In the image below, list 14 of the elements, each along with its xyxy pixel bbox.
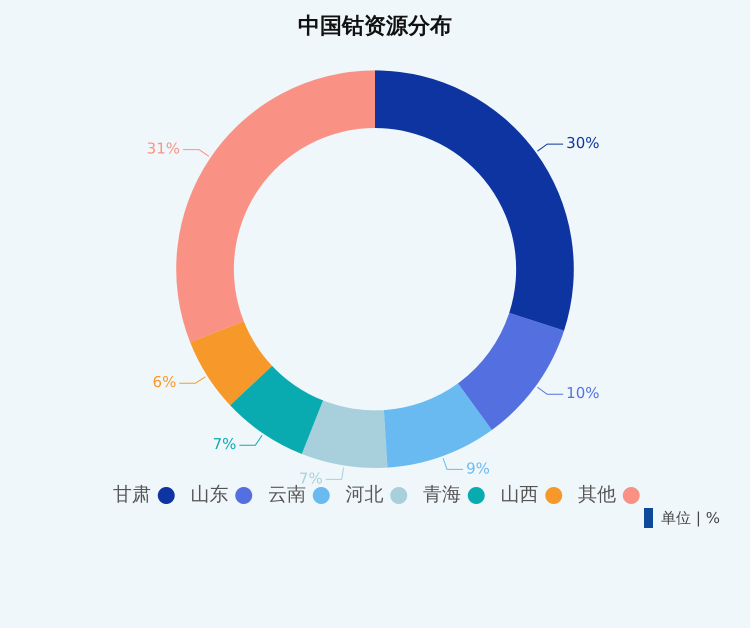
legend-label: 山东 (190, 483, 228, 506)
data-label: 30% (566, 134, 600, 152)
legend-label: 青海 (422, 483, 461, 506)
data-label: 9% (466, 459, 490, 478)
data-label: 10% (566, 384, 600, 402)
data-label: 31% (146, 139, 180, 158)
chart-title: 中国钴资源分布 (298, 14, 452, 39)
legend-label: 河北 (345, 483, 384, 506)
legend-label: 其他 (578, 483, 616, 506)
legend-label: 山西 (500, 483, 538, 506)
legend-label: 甘肃 (112, 483, 151, 506)
data-label: 6% (152, 373, 176, 392)
text: 单位 | % (661, 508, 720, 528)
data-label: 7% (212, 435, 236, 454)
